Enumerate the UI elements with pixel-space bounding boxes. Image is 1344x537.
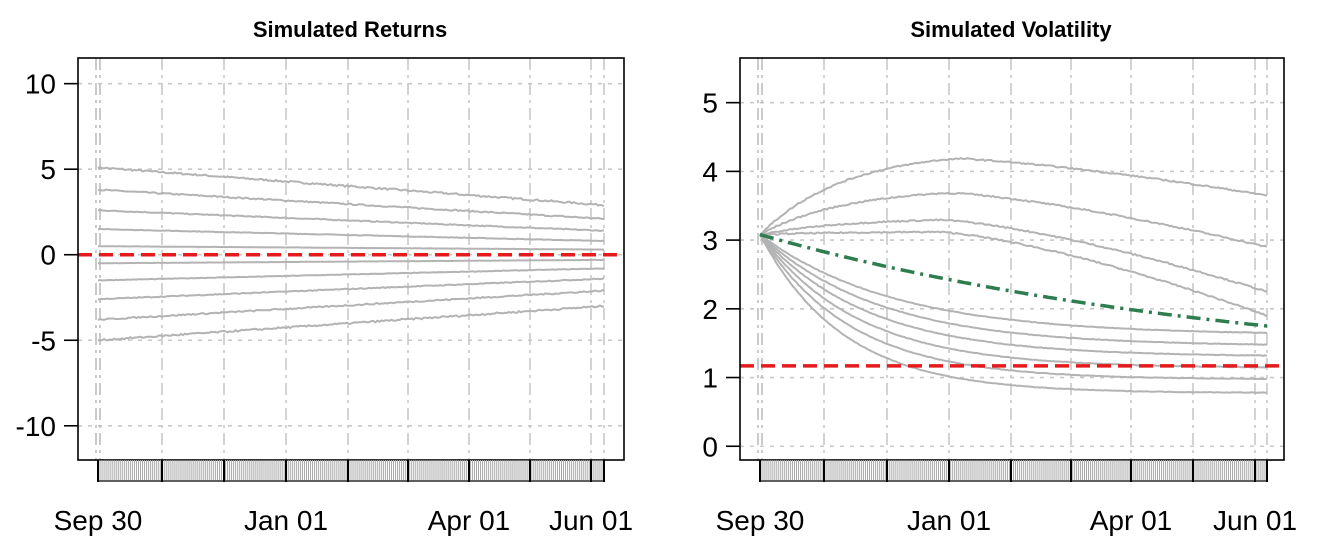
y-tick-label: 5 [40,154,56,185]
returns-panel: Simulated Returns -10 -5 0 5 10 Sep 30 Jan 01 A… [16,17,634,536]
y-tick-label: -5 [31,325,56,356]
x-tick-label: Sep 30 [716,505,805,536]
x-tick-label: Jan 01 [244,505,328,536]
quantile-path [759,234,1268,357]
y-tick-label: 0 [40,240,56,271]
returns-chart-title: Simulated Returns [253,17,447,42]
quantile-path [759,218,1268,293]
x-tick-label: Jun 01 [549,505,633,536]
quantile-path [759,157,1268,236]
plot-frame [77,57,625,461]
quantile-path [97,165,605,207]
quantile-path [759,233,1268,346]
y-tick-label: 2 [702,294,718,325]
mean-volatility-line [759,232,1268,328]
y-tick-label: 5 [702,88,718,119]
quantile-path [97,277,605,301]
quantile-path [97,258,604,265]
y-tick-label: 4 [702,156,718,187]
y-tick-label: 1 [702,363,718,394]
y-tick-label: 0 [702,431,718,462]
x-tick-label: Jun 01 [1213,505,1297,536]
y-tick-label: 3 [702,225,718,256]
quantile-path [98,245,605,251]
quantile-path [759,233,1268,335]
volatility-chart-title: Simulated Volatility [910,17,1112,42]
volatility-reference-group [740,232,1284,368]
quantile-path [98,267,605,282]
x-tick-label: Sep 30 [54,505,143,536]
quantile-path [98,209,605,233]
quantile-path [97,289,605,321]
quantile-path [97,227,605,243]
y-tick-label: 10 [25,69,56,100]
returns-grid [78,58,624,460]
plot-frame [739,57,1285,461]
quantile-path [759,191,1268,248]
x-tick-label: Apr 01 [428,505,511,536]
quantile-path [759,233,1268,394]
volatility-axes: 0 1 2 3 4 5 Sep 30 Jan 01 Apr 01 Jun 01 [702,57,1297,536]
returns-axes: -10 -5 0 5 10 Sep 30 Jan 01 Apr 01 Jun 01 [16,57,633,536]
x-tick-label: Apr 01 [1090,505,1173,536]
volatility-series-group [759,157,1268,394]
volatility-panel: Simulated Volatility 0 1 2 3 4 5 Sep 30 Jan 01 A… [702,17,1297,536]
y-tick-label: -10 [16,411,56,442]
returns-series-group [97,165,605,342]
quantile-path [98,304,605,342]
x-tick-label: Jan 01 [907,505,991,536]
volatility-grid [740,58,1284,460]
quantile-path [97,188,605,220]
quantile-path [759,233,1268,381]
quantile-path [759,230,1268,317]
